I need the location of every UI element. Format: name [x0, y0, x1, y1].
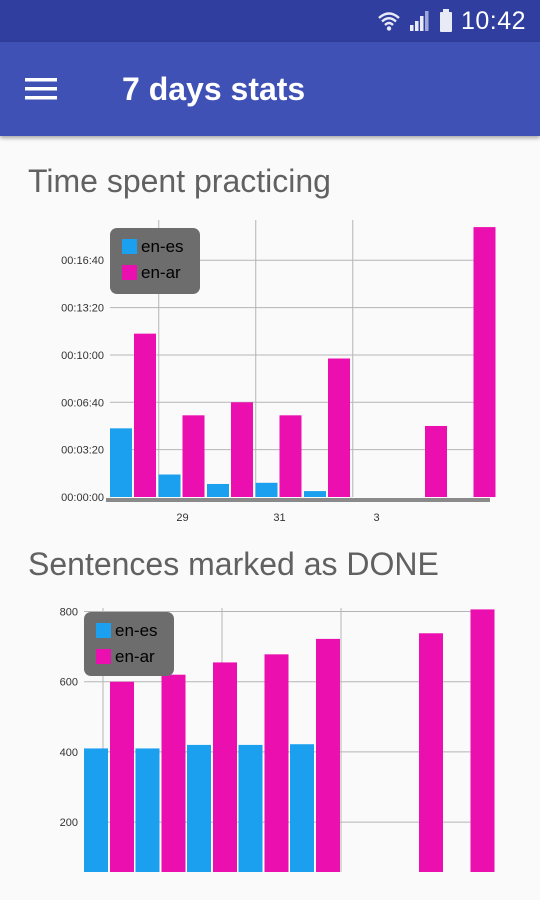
bar-en-ar [425, 425, 447, 497]
bar-en-es [110, 428, 132, 497]
legend-swatch-en-es [122, 239, 137, 254]
battery-icon [439, 9, 452, 32]
legend-swatch-en-ar [122, 265, 137, 280]
y-tick-label: 600 [60, 677, 78, 689]
menu-button[interactable] [16, 64, 66, 114]
status-bar: 10:42 [0, 0, 540, 42]
wifi-icon [378, 12, 400, 31]
bar-en-es [207, 483, 229, 497]
legend-label-en-ar: en-ar [141, 263, 181, 282]
section-title-time-spent: Time spent practicing [28, 163, 331, 199]
y-tick-label: 400 [60, 747, 78, 759]
bar-en-ar [316, 638, 340, 872]
page-title: 7 days stats [122, 71, 306, 107]
bar-en-es [187, 744, 211, 872]
legend-swatch-en-ar [96, 649, 111, 664]
bar-en-es [158, 474, 181, 497]
bar-en-ar [473, 227, 496, 497]
legend-label-en-es: en-es [115, 621, 158, 640]
x-tick-label: 29 [176, 512, 188, 524]
bar-en-es [238, 744, 263, 872]
bar-en-ar [419, 633, 443, 872]
y-tick-label: 00:03:20 [61, 445, 104, 457]
bar-en-ar [161, 674, 186, 872]
bar-en-es [135, 748, 160, 872]
bar-en-ar [231, 402, 253, 497]
bar-en-es [255, 482, 278, 497]
y-tick-label: 200 [60, 817, 78, 829]
y-tick-label: 00:16:40 [61, 255, 104, 267]
legend-label-en-es: en-es [141, 237, 184, 256]
status-time: 10:42 [460, 6, 526, 35]
x-tick-label: 3 [373, 512, 379, 524]
sentences-done-chart: 200 400 600 800 en-es en-ar [60, 607, 495, 872]
bar-en-es [304, 491, 326, 497]
bar-en-ar [279, 415, 302, 497]
hamburger-menu-icon [25, 78, 57, 100]
section-title-sentences-done: Sentences marked as DONE [28, 546, 439, 582]
bar-en-ar [213, 662, 237, 872]
status-icons: 10:42 [377, 6, 526, 36]
legend-swatch-en-es [96, 623, 111, 638]
bar-en-ar [470, 609, 495, 872]
bar-en-ar [328, 358, 350, 497]
y-tick-label: 800 [60, 607, 78, 619]
y-tick-label: 00:06:40 [61, 397, 104, 409]
bar-en-ar [182, 415, 205, 497]
bar-en-es [290, 744, 314, 872]
bar-en-ar [134, 333, 156, 497]
cell-signal-icon [409, 11, 429, 31]
bar-en-ar [264, 654, 289, 872]
x-tick-label: 31 [273, 512, 285, 524]
bar-en-es [84, 748, 108, 872]
app-bar: 7 days stats [0, 42, 540, 136]
bar-en-ar [110, 681, 134, 872]
y-tick-label: 00:13:20 [61, 303, 104, 315]
y-tick-label: 00:00:00 [61, 492, 104, 504]
time-spent-chart: 00:00:00 00:03:20 00:06:40 00:10:00 00:13:20… [61, 220, 496, 524]
y-tick-label: 00:10:00 [61, 350, 104, 362]
legend-label-en-ar: en-ar [115, 647, 155, 666]
